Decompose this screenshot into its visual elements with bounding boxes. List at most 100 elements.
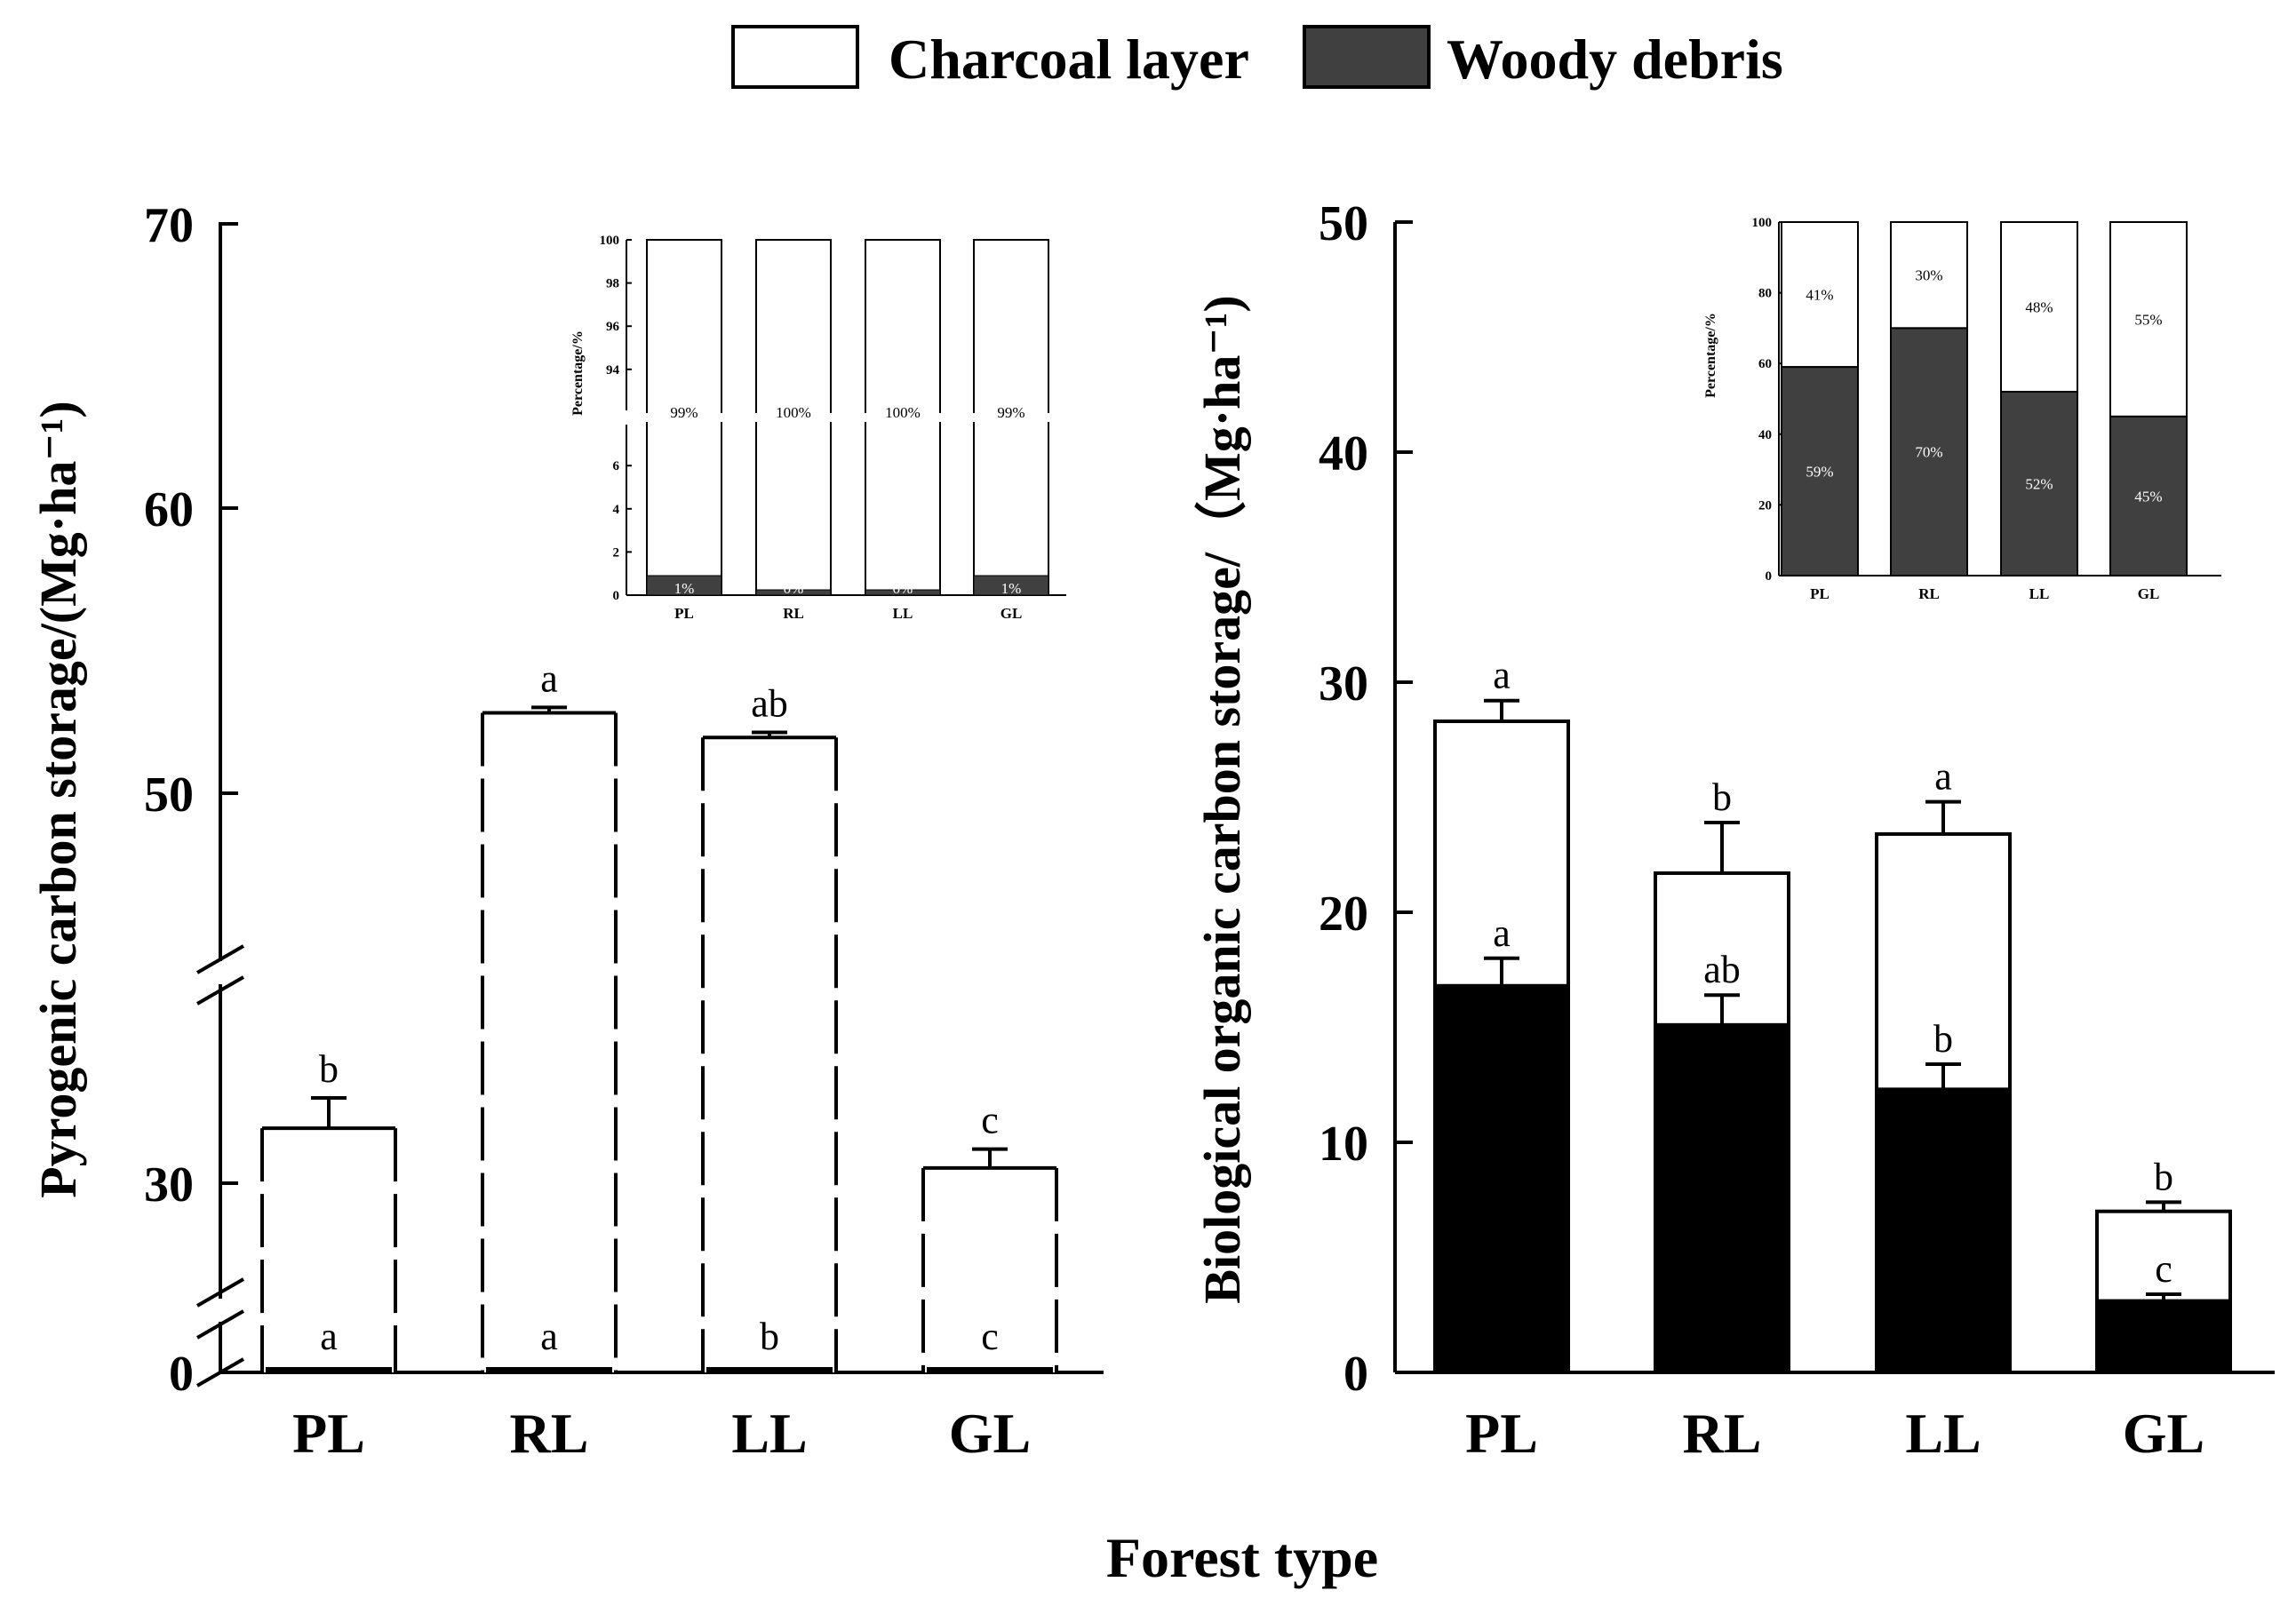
bar-woody bbox=[2095, 1299, 2232, 1374]
inset-bar-gl: 55% 45% bbox=[2109, 221, 2188, 576]
sig-letter-woody: c bbox=[2155, 1247, 2172, 1291]
y-tick-label: 0 bbox=[1343, 1347, 1368, 1402]
y-tick-label: 0 bbox=[169, 1347, 194, 1402]
sig-letter-woody: c bbox=[981, 1315, 999, 1358]
inset-x-tick-label: GL bbox=[2138, 585, 2160, 602]
y-axis-label: Pyrogenic carbon storage/(Mg·ha⁻¹) bbox=[29, 401, 87, 1197]
sig-letter-woody: a bbox=[540, 1315, 558, 1358]
inset-bar-pl: 99% 1% bbox=[645, 239, 723, 597]
inset-bar-break-gap bbox=[754, 413, 833, 422]
y-tick-label: 40 bbox=[1319, 426, 1368, 481]
legend: Charcoal layer Woody debris bbox=[731, 25, 1783, 91]
legend-swatch-charcoal bbox=[731, 25, 859, 89]
inset-pct-woody: 0% bbox=[784, 580, 804, 597]
axis-break-mark bbox=[196, 1277, 244, 1308]
x-tick-label: LL bbox=[1905, 1402, 1981, 1465]
x-tick-label: RL bbox=[1683, 1402, 1762, 1465]
bar-pl: ba bbox=[260, 1047, 397, 1372]
bar-rl: aa bbox=[481, 656, 618, 1372]
y-tick-label: 50 bbox=[144, 767, 194, 823]
error-bar-woody bbox=[2146, 1292, 2181, 1301]
inset-bar-charcoal bbox=[2109, 221, 2188, 417]
inset-bar-charcoal bbox=[1781, 221, 1859, 369]
legend-label-woody: Woody debris bbox=[1447, 28, 1783, 91]
bar-charcoal bbox=[482, 712, 616, 1372]
inset-y-tick-label: 20 bbox=[1758, 498, 1772, 513]
y-tick-label: 60 bbox=[144, 482, 194, 537]
inset-y-tick-label: 94 bbox=[606, 363, 620, 378]
y-axis-label: Biological organic carbon storage/（Mg·ha… bbox=[1193, 295, 1251, 1303]
x-axis-title: Forest type bbox=[1106, 1526, 1378, 1589]
sig-letter-charcoal: a bbox=[540, 656, 558, 700]
error-bar-woody bbox=[1704, 993, 1740, 1025]
inset-y-tick-label: 40 bbox=[1758, 428, 1772, 442]
inset-bar-ll: 48% 52% bbox=[2000, 221, 2078, 577]
sig-letter-woody: a bbox=[1493, 911, 1511, 955]
inset-pct-woody: 1% bbox=[1001, 580, 1022, 597]
inset-bar-rl: 30% 70% bbox=[1890, 221, 1968, 576]
sig-letter-charcoal: a bbox=[1493, 654, 1511, 697]
error-bar-charcoal bbox=[752, 730, 787, 738]
inset-pct-woody: 70% bbox=[1915, 444, 1942, 461]
inset-y-tick-label: 100 bbox=[1752, 216, 1773, 230]
bar-gl: cc bbox=[921, 1099, 1058, 1372]
y-tick-label: 20 bbox=[1319, 887, 1368, 942]
inset-pct-charcoal: 30% bbox=[1915, 267, 1942, 284]
inset-pct-charcoal: 55% bbox=[2134, 311, 2162, 328]
y-tick-label: 30 bbox=[144, 1157, 194, 1212]
axis-break-mark bbox=[196, 1309, 244, 1340]
inset-bar-break-gap bbox=[864, 413, 942, 422]
error-bar-woody bbox=[1484, 956, 1519, 986]
inset-bar-woody bbox=[1890, 327, 1968, 576]
bar-charcoal bbox=[923, 1167, 1056, 1372]
inset-pct-woody: 0% bbox=[893, 580, 913, 597]
inset-y-tick-label: 2 bbox=[613, 545, 620, 560]
inset-y-tick-label: 100 bbox=[600, 234, 620, 248]
bar-woody bbox=[486, 1367, 612, 1372]
sig-letter-charcoal: b bbox=[319, 1047, 339, 1091]
inset-y-tick-label: 98 bbox=[606, 277, 619, 291]
inset-x-tick-label: LL bbox=[893, 605, 913, 622]
sig-letter-charcoal: a bbox=[1934, 755, 1952, 799]
y-tick-label: 10 bbox=[1319, 1117, 1368, 1172]
inset-bar-woody bbox=[755, 589, 832, 596]
sig-letter-charcoal: b bbox=[2154, 1155, 2173, 1198]
sig-letter-woody: b bbox=[1933, 1017, 1953, 1061]
inset-x-tick-label: RL bbox=[1918, 585, 1940, 602]
inset-bar-woody bbox=[1781, 366, 1859, 576]
inset-pct-charcoal: 100% bbox=[776, 404, 811, 421]
inset-bar-break-gap bbox=[645, 413, 723, 422]
error-bar-charcoal bbox=[1484, 698, 1519, 722]
bar-charcoal bbox=[1433, 720, 1570, 988]
bar-gl: bc bbox=[2095, 1155, 2232, 1374]
bar-charcoal bbox=[262, 1128, 395, 1372]
bar-woody bbox=[927, 1367, 1053, 1372]
inset-x-tick-label: RL bbox=[783, 605, 804, 622]
legend-swatch-woody bbox=[1303, 25, 1431, 89]
error-bar-charcoal bbox=[972, 1147, 1008, 1168]
inset-y-tick-label: 0 bbox=[613, 589, 620, 603]
inset-bar-gl: 99% 1% bbox=[972, 239, 1050, 597]
inset-bar-woody bbox=[865, 589, 941, 596]
sig-letter-charcoal: ab bbox=[751, 682, 788, 726]
error-bar-charcoal bbox=[1925, 799, 1961, 834]
y-tick-label: 30 bbox=[1319, 656, 1368, 712]
error-bar-charcoal bbox=[1704, 820, 1740, 873]
x-tick-label: RL bbox=[510, 1402, 589, 1465]
inset-pct-woody: 52% bbox=[2025, 476, 2053, 493]
inset-pct-woody: 45% bbox=[2134, 488, 2162, 505]
inset-y-label: Percentage/% bbox=[570, 330, 586, 416]
x-tick-label: GL bbox=[2123, 1402, 2204, 1465]
inset-bar-woody bbox=[646, 575, 722, 596]
inset-pct-charcoal: 41% bbox=[1806, 287, 1833, 304]
bar-ll: ab bbox=[1875, 755, 2012, 1375]
x-tick-label: LL bbox=[731, 1402, 807, 1465]
inset-pct-woody: 59% bbox=[1806, 464, 1833, 481]
inset-bar-woody bbox=[2000, 391, 2078, 577]
bar-woody bbox=[266, 1367, 392, 1372]
inset-y-tick-label: 96 bbox=[606, 320, 620, 334]
bar-woody bbox=[1875, 1087, 2012, 1375]
error-bar-woody bbox=[1925, 1061, 1961, 1090]
